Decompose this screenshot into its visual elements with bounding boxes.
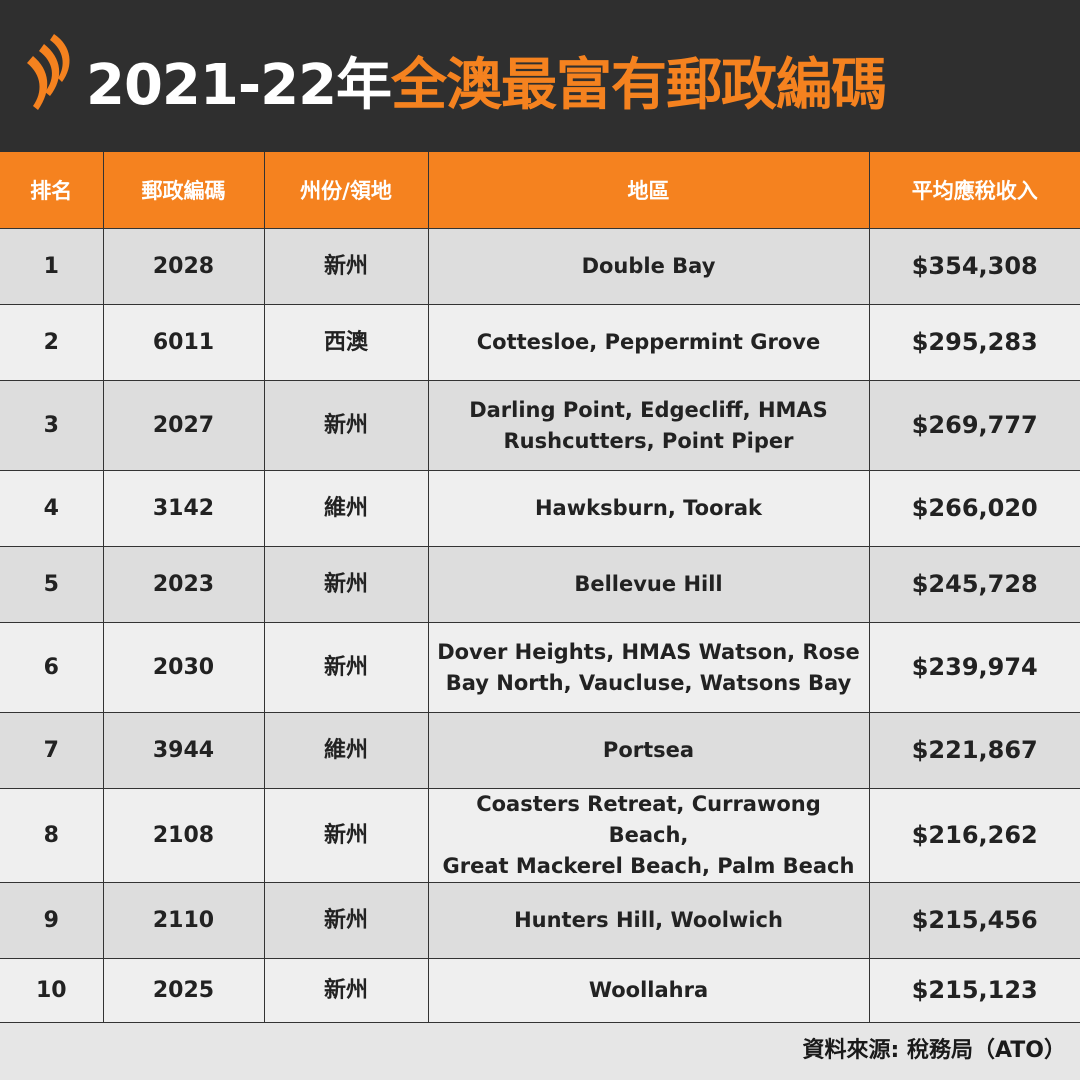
postcode-cell: 2110 <box>102 882 265 959</box>
rank-cell: 2 <box>0 304 104 381</box>
header-bar: 2021-22年 全澳最富有郵政編碼 <box>0 0 1080 152</box>
postcode-cell: 3944 <box>102 712 265 789</box>
region-line: Hawksburn, Toorak <box>534 496 763 520</box>
region-line: Dover Heights, HMAS Watson, Rose <box>437 639 860 664</box>
column-header-income: 平均應稅收入 <box>868 152 1080 229</box>
postcode-cell: 6011 <box>102 304 265 381</box>
postcode-cell: 2023 <box>102 546 265 623</box>
state-cell: 新州 <box>263 882 429 959</box>
region-cell: Coasters Retreat, Currawong Beach, Great … <box>427 788 870 883</box>
table-row: 2 6011 西澳 Cottesloe, Peppermint Grove $2… <box>0 304 1080 381</box>
income-cell: $269,777 <box>868 380 1080 471</box>
region-cell: Darling Point, Edgecliff, HMAS Rushcutter… <box>427 380 870 471</box>
state-cell: 維州 <box>263 712 429 789</box>
region-cell: Bellevue Hill <box>427 546 870 623</box>
region-cell: Hawksburn, Toorak <box>427 470 870 547</box>
state-cell: 新州 <box>263 380 429 471</box>
column-header-region: 地區 <box>427 152 870 229</box>
state-cell: 新州 <box>263 788 429 883</box>
postcode-cell: 2025 <box>102 958 265 1023</box>
region-line: Cottesloe, Peppermint Grove <box>476 330 821 354</box>
rank-cell: 5 <box>0 546 104 623</box>
region-line: Portsea <box>602 738 695 762</box>
income-cell: $221,867 <box>868 712 1080 789</box>
rank-cell: 1 <box>0 228 104 305</box>
table-row: 5 2023 新州 Bellevue Hill $245,728 <box>0 546 1080 623</box>
region-cell: Woollahra <box>427 958 870 1023</box>
table-row: 8 2108 新州 Coasters Retreat, Currawong Be… <box>0 788 1080 883</box>
rank-cell: 10 <box>0 958 104 1023</box>
region-cell: Dover Heights, HMAS Watson, Rose Bay Nort… <box>427 622 870 713</box>
table-row: 10 2025 新州 Woollahra $215,123 <box>0 958 1080 1023</box>
state-cell: 西澳 <box>263 304 429 381</box>
income-cell: $295,283 <box>868 304 1080 381</box>
postcode-cell: 2027 <box>102 380 265 471</box>
income-cell: $216,262 <box>868 788 1080 883</box>
region-cell: Portsea <box>427 712 870 789</box>
rank-cell: 9 <box>0 882 104 959</box>
region-line: Hunters Hill, Woolwich <box>514 908 783 932</box>
state-cell: 新州 <box>263 958 429 1023</box>
rank-cell: 8 <box>0 788 104 883</box>
state-cell: 維州 <box>263 470 429 547</box>
region-line: Bellevue Hill <box>574 572 723 596</box>
region-cell: Double Bay <box>427 228 870 305</box>
region-line: Great Mackerel Beach, Palm Beach <box>442 854 855 878</box>
column-header-state: 州份/領地 <box>263 152 429 229</box>
rank-cell: 6 <box>0 622 104 713</box>
postcode-cell: 2028 <box>102 228 265 305</box>
rank-cell: 7 <box>0 712 104 789</box>
state-cell: 新州 <box>263 622 429 713</box>
table-row: 4 3142 維州 Hawksburn, Toorak $266,020 <box>0 470 1080 547</box>
postcode-cell: 3142 <box>102 470 265 547</box>
region-line: Coasters Retreat, Currawong Beach, <box>476 792 821 847</box>
region-line: Darling Point, Edgecliff, HMAS <box>469 397 828 422</box>
region-cell: Hunters Hill, Woolwich <box>427 882 870 959</box>
region-line: Rushcutters, Point Piper <box>503 428 794 453</box>
postcode-cell: 2108 <box>102 788 265 883</box>
region-line: Double Bay <box>581 254 716 278</box>
region-cell: Cottesloe, Peppermint Grove <box>427 304 870 381</box>
income-cell: $245,728 <box>868 546 1080 623</box>
postcode-cell: 2030 <box>102 622 265 713</box>
column-header-postcode: 郵政編碼 <box>102 152 265 229</box>
income-cell: $354,308 <box>868 228 1080 305</box>
page-title: 2021-22年 全澳最富有郵政編碼 <box>86 40 887 120</box>
income-cell: $215,456 <box>868 882 1080 959</box>
table-row: 7 3944 維州 Portsea $221,867 <box>0 712 1080 789</box>
source-note: 資料來源: 稅務局（ATO） <box>802 1038 1067 1063</box>
state-cell: 新州 <box>263 546 429 623</box>
column-header-rank: 排名 <box>0 152 104 229</box>
rank-cell: 3 <box>0 380 104 471</box>
income-cell: $266,020 <box>868 470 1080 547</box>
income-cell: $215,123 <box>868 958 1080 1023</box>
table-row: 3 2027 新州 Darling Point, Edgecliff, HMAS… <box>0 380 1080 471</box>
table-header-row: 排名 郵政編碼 州份/領地 地區 平均應稅收入 <box>0 152 1080 229</box>
table-row: 1 2028 新州 Double Bay $354,308 <box>0 228 1080 305</box>
title-year: 2021-22年 <box>86 52 392 118</box>
table-row: 6 2030 新州 Dover Heights, HMAS Watson, Ro… <box>0 622 1080 713</box>
table-row: 9 2110 新州 Hunters Hill, Woolwich $215,45… <box>0 882 1080 959</box>
income-cell: $239,974 <box>868 622 1080 713</box>
region-line: Bay North, Vaucluse, Watsons Bay <box>445 670 852 695</box>
region-line: Woollahra <box>588 978 709 1002</box>
title-main: 全澳最富有郵政編碼 <box>391 52 887 118</box>
postcode-table: 排名 郵政編碼 州份/領地 地區 平均應稅收入 1 2028 新州 Double… <box>0 152 1080 1023</box>
rank-cell: 4 <box>0 470 104 547</box>
state-cell: 新州 <box>263 228 429 305</box>
sbs-logo-icon <box>27 34 70 110</box>
